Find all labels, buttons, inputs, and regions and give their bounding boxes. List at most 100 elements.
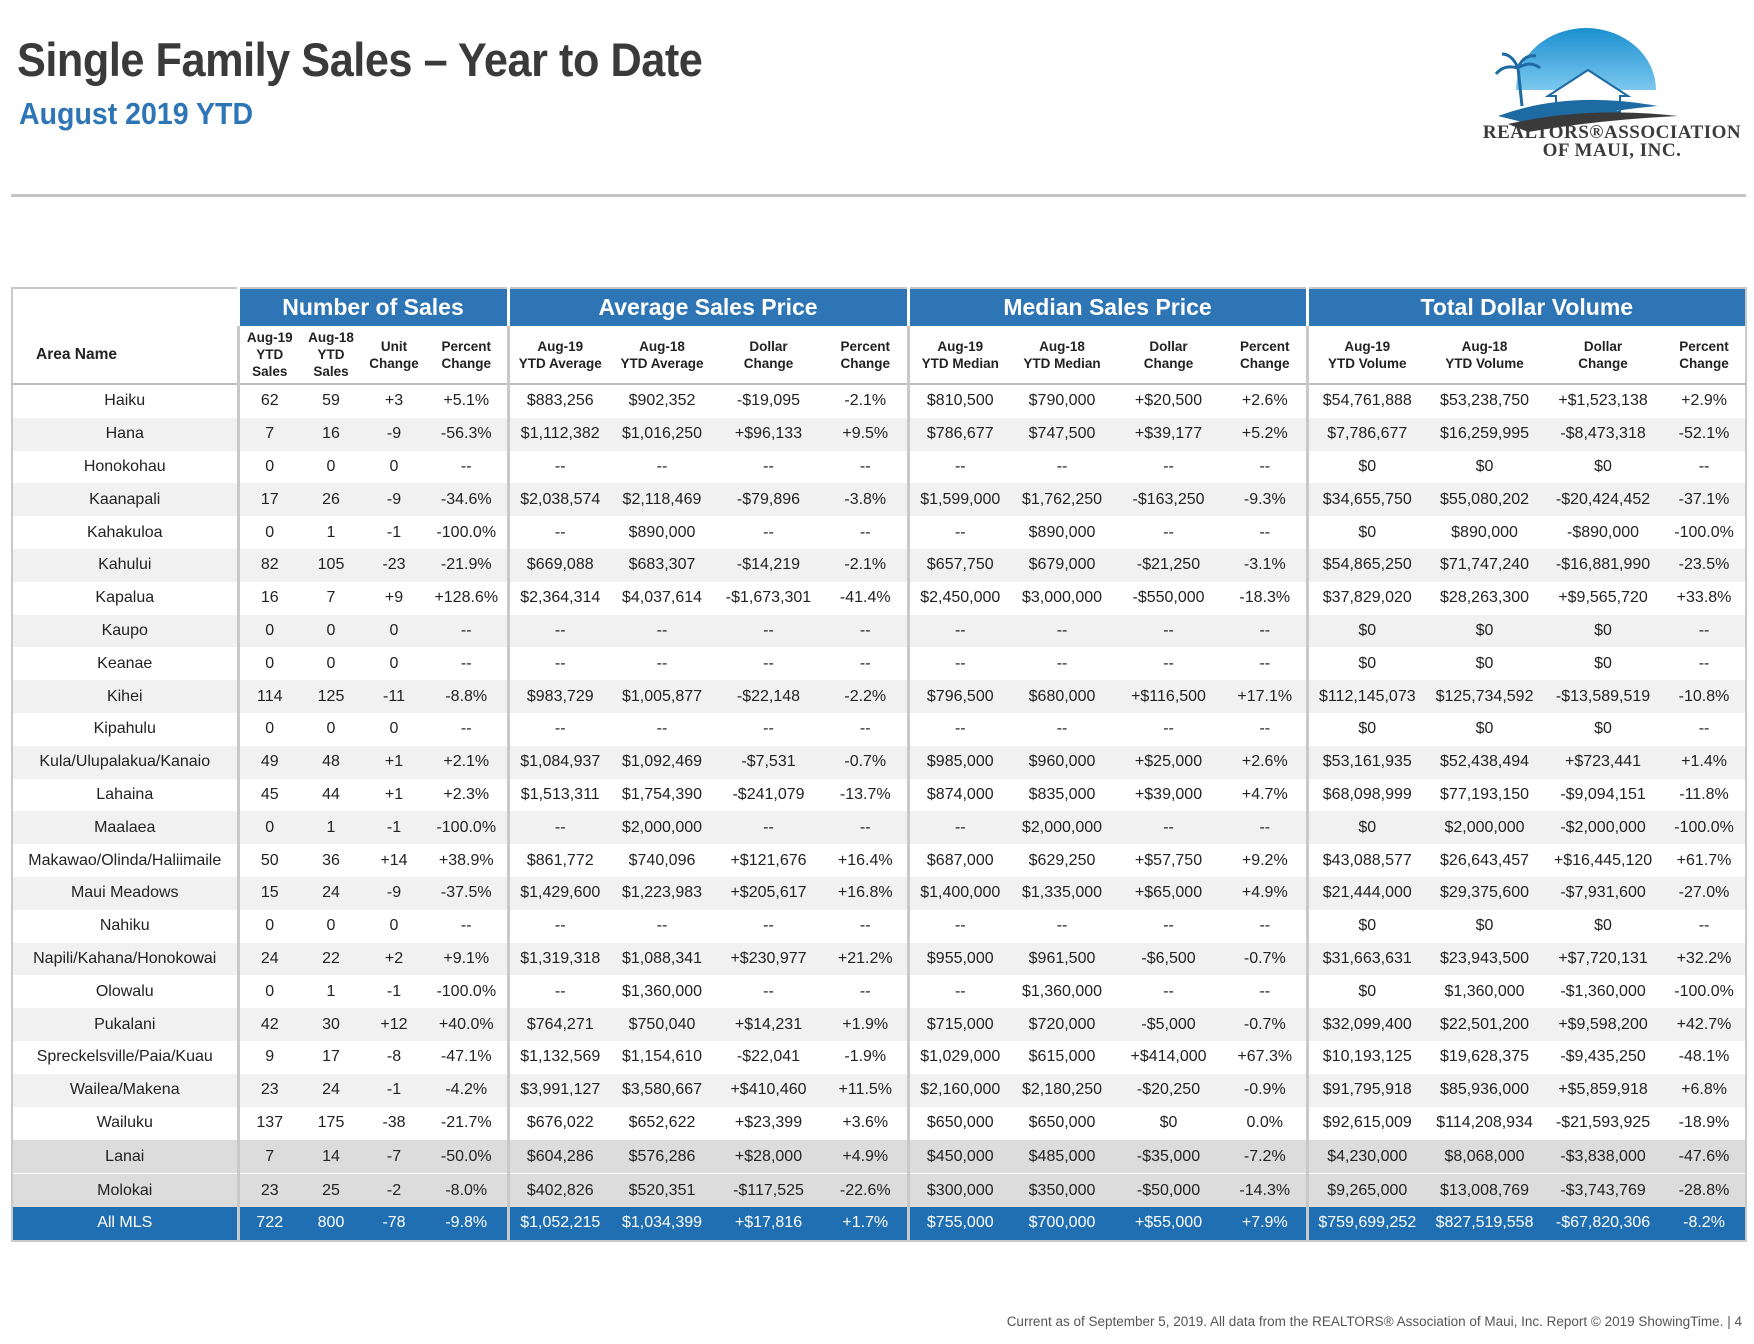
table-cell: $29,375,600 [1426, 876, 1544, 910]
table-cell: $26,643,457 [1426, 844, 1544, 877]
table-cell: 722 [236, 1206, 300, 1241]
table-cell: -9 [362, 483, 426, 517]
table-cell: 0 [362, 450, 426, 484]
table-cell: $34,655,750 [1305, 483, 1427, 517]
table-cell: -- [506, 712, 611, 746]
area-name: Pukalani [12, 1008, 238, 1041]
table-row: Kahakuloa 0 1 -1 -100.0% -- $890,000 -- -- -- $890… [12, 516, 1747, 549]
table-cell: 48 [300, 745, 362, 779]
table-cell: -100.0% [1663, 811, 1747, 845]
table-cell: -- [426, 909, 508, 943]
table-cell: $2,450,000 [906, 581, 1012, 615]
table-cell: -0.7% [1224, 1008, 1308, 1041]
table-cell: -50.0% [426, 1139, 508, 1174]
table-cell: -2 [362, 1173, 426, 1207]
table-cell: +4.7% [1224, 778, 1308, 812]
table-cell: $0 [1543, 712, 1664, 746]
table-cell: -- [611, 909, 713, 943]
table-cell: $71,747,240 [1426, 548, 1544, 582]
table-row: Wailea/Makena 23 24 -1 -4.2% $3,991,127 $3,580… [12, 1073, 1747, 1107]
group-header: Total Dollar Volume [1305, 288, 1747, 326]
table-cell: $1,084,937 [506, 745, 611, 779]
table-cell: -9.8% [426, 1206, 508, 1241]
table-cell: +$28,000 [713, 1139, 824, 1174]
table-cell: $1,513,311 [506, 778, 611, 812]
table-cell: -- [1224, 909, 1308, 943]
table-cell: $1,429,600 [506, 876, 611, 910]
table-cell: $92,615,009 [1305, 1106, 1427, 1140]
table-cell: -- [1113, 811, 1225, 845]
table-cell: -- [1224, 450, 1308, 484]
table-cell: $28,263,300 [1426, 581, 1544, 615]
column-header: Dollar Change [1113, 326, 1225, 385]
table-cell: +21.2% [824, 942, 909, 976]
table-cell: $629,250 [1011, 844, 1114, 877]
table-cell: -- [906, 712, 1012, 746]
table-cell: -$9,435,250 [1543, 1040, 1664, 1074]
table-cell: -8 [362, 1040, 426, 1074]
table-cell: $835,000 [1011, 778, 1114, 812]
subtitle: August 2019 YTD [19, 96, 254, 131]
table-cell: +1.7% [824, 1206, 909, 1241]
table-cell: $68,098,999 [1305, 778, 1427, 812]
table-cell: +9.5% [824, 417, 909, 451]
table-cell: $54,865,250 [1305, 548, 1427, 582]
table-cell: -- [426, 647, 508, 681]
table-cell: -- [906, 909, 1012, 943]
table-cell: $54,761,888 [1305, 384, 1427, 418]
logo [1494, 28, 1678, 132]
table-cell: -$6,500 [1113, 942, 1225, 976]
table-cell: $764,271 [506, 1008, 611, 1041]
table-cell: -- [506, 614, 611, 648]
table-cell: -$890,000 [1543, 516, 1664, 549]
table-cell: $683,307 [611, 548, 713, 582]
table-cell: -$1,673,301 [713, 581, 824, 615]
table-cell: $10,193,125 [1305, 1040, 1427, 1074]
table-cell: $19,628,375 [1426, 1040, 1544, 1074]
table-row: Maui Meadows 15 24 -9 -37.5% $1,429,600 $1,223… [12, 876, 1747, 910]
table-cell: $53,238,750 [1426, 384, 1544, 418]
table-cell: 24 [236, 942, 300, 976]
table-cell: +$410,460 [713, 1073, 824, 1107]
table-cell: 0 [236, 975, 300, 1009]
table-cell: $700,000 [1011, 1206, 1114, 1241]
table-cell: 24 [300, 1073, 362, 1107]
column-header-line: Percent [441, 338, 492, 354]
table-row: Makawao/Olinda/Haliimaile 50 36 +14 +38.9% $8… [12, 844, 1747, 877]
table-cell: -- [1113, 712, 1225, 746]
table-cell: -47.1% [426, 1040, 508, 1074]
table-cell: -3.1% [1224, 548, 1308, 582]
table-cell: $2,118,469 [611, 483, 713, 517]
table-cell: +2.1% [426, 745, 508, 779]
table-cell: $55,080,202 [1426, 483, 1544, 517]
table-cell: -$50,000 [1113, 1173, 1225, 1207]
column-header-line: YTD Average [518, 355, 602, 371]
table-cell: -- [506, 450, 611, 484]
column-header-line: YTD Median [1023, 355, 1101, 371]
table-cell: $1,319,318 [506, 942, 611, 976]
table-row: Kihei 114 125 -11 -8.8% $983,729 $1,005,877 -$2… [12, 680, 1747, 713]
table-cell: -- [1224, 516, 1308, 549]
footer: Current as of September 5, 2019. All dat… [1007, 1314, 1742, 1329]
column-header: Aug-18 YTD Median [1011, 326, 1114, 385]
table-cell: $861,772 [506, 844, 611, 877]
table-cell: -21.7% [426, 1106, 508, 1140]
table-cell: $450,000 [906, 1139, 1012, 1174]
table-cell: -56.3% [426, 417, 508, 451]
table-cell: $1,599,000 [906, 483, 1012, 517]
table-cell: $755,000 [906, 1206, 1012, 1241]
table-cell: -- [906, 450, 1012, 484]
table-cell: -- [1224, 647, 1308, 681]
table-cell: $1,360,000 [611, 975, 713, 1009]
table-cell: 0 [300, 450, 362, 484]
table-cell: -- [1011, 450, 1114, 484]
table-cell: 23 [236, 1173, 300, 1207]
table-cell: 42 [236, 1008, 300, 1041]
table-cell: $961,500 [1011, 942, 1114, 976]
table-cell: 0 [362, 647, 426, 681]
table-cell: 62 [236, 384, 300, 418]
table-row: Kula/Ulupalakua/Kanaio 49 48 +1 +2.1% $1,084,… [12, 745, 1747, 779]
table-row: Nahiku 0 0 0 -- -- -- -- -- -- -- -- -- $0 $0 $0 -- [12, 909, 1747, 943]
table-cell: +33.8% [1663, 581, 1747, 615]
table-cell: $786,677 [906, 417, 1012, 451]
